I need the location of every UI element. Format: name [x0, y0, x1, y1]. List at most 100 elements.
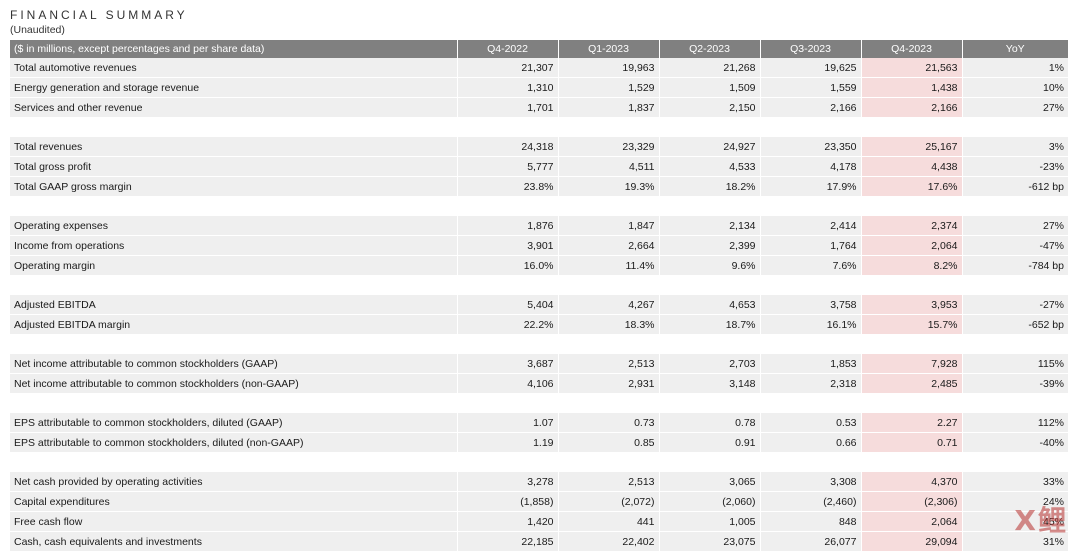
- value-cell: 18.2%: [659, 176, 761, 197]
- value-cell: 3,065: [659, 472, 761, 492]
- row-label: Energy generation and storage revenue: [10, 77, 458, 98]
- page-subtitle: (Unaudited): [10, 24, 65, 36]
- value-cell: 2,399: [659, 235, 761, 256]
- yoy-cell: -27%: [962, 295, 1068, 315]
- yoy-cell: 1%: [962, 58, 1068, 78]
- financial-summary-table: ($ in millions, except percentages and p…: [10, 40, 1068, 552]
- spacer-row: [10, 393, 1068, 413]
- value-cell: 4,533: [659, 156, 761, 177]
- value-cell: 22,185: [457, 531, 559, 552]
- table-row: Net income attributable to common stockh…: [10, 354, 1068, 374]
- table-row: EPS attributable to common stockholders,…: [10, 413, 1068, 433]
- value-cell: 441: [558, 511, 660, 532]
- value-cell: 2,166: [861, 97, 963, 118]
- row-label: Operating margin: [10, 255, 458, 276]
- value-cell: 19,963: [558, 58, 660, 78]
- table-row: Net cash provided by operating activitie…: [10, 472, 1068, 492]
- table-row: Cash, cash equivalents and investments 22…: [10, 531, 1068, 552]
- row-label: Total automotive revenues: [10, 58, 458, 78]
- value-cell: 0.91: [659, 432, 761, 453]
- table-row: EPS attributable to common stockholders,…: [10, 432, 1068, 453]
- row-label: Net cash provided by operating activitie…: [10, 472, 458, 492]
- row-label: Total gross profit: [10, 156, 458, 177]
- value-cell: 23,350: [760, 137, 862, 157]
- value-cell: 2,664: [558, 235, 660, 256]
- header-q2-2023: Q2-2023: [659, 40, 761, 58]
- value-cell: 4,178: [760, 156, 862, 177]
- row-label: Adjusted EBITDA: [10, 295, 458, 315]
- value-cell: 3,901: [457, 235, 559, 256]
- value-cell: 15.7%: [861, 314, 963, 335]
- header-q3-2023: Q3-2023: [760, 40, 862, 58]
- table-row: Adjusted EBITDA margin 22.2% 18.3% 18.7% 16.…: [10, 314, 1068, 335]
- spacer-cell: [10, 117, 1068, 137]
- value-cell: 2,513: [558, 354, 660, 374]
- value-cell: 3,758: [760, 295, 862, 315]
- value-cell: 3,687: [457, 354, 559, 374]
- value-cell: 23.8%: [457, 176, 559, 197]
- value-cell: 1,310: [457, 77, 559, 98]
- value-cell: 4,370: [861, 472, 963, 492]
- row-label: Net income attributable to common stockh…: [10, 373, 458, 394]
- yoy-cell: -612 bp: [962, 176, 1068, 197]
- value-cell: 23,075: [659, 531, 761, 552]
- value-cell: 1,853: [760, 354, 862, 374]
- value-cell: 16.0%: [457, 255, 559, 276]
- value-cell: 2,166: [760, 97, 862, 118]
- header-q4-2023: Q4-2023: [861, 40, 963, 58]
- yoy-cell: -47%: [962, 235, 1068, 256]
- yoy-cell: -40%: [962, 432, 1068, 453]
- row-label: Adjusted EBITDA margin: [10, 314, 458, 335]
- value-cell: 11.4%: [558, 255, 660, 276]
- value-cell: 2,703: [659, 354, 761, 374]
- value-cell: 0.71: [861, 432, 963, 453]
- value-cell: 2,064: [861, 511, 963, 532]
- table-header-row: ($ in millions, except percentages and p…: [10, 40, 1068, 58]
- value-cell: 22.2%: [457, 314, 559, 335]
- value-cell: 21,268: [659, 58, 761, 78]
- value-cell: 7,928: [861, 354, 963, 374]
- value-cell: 4,267: [558, 295, 660, 315]
- value-cell: (2,072): [558, 491, 660, 512]
- yoy-cell: -784 bp: [962, 255, 1068, 276]
- value-cell: 1.19: [457, 432, 559, 453]
- value-cell: 16.1%: [760, 314, 862, 335]
- table-row: Net income attributable to common stockh…: [10, 373, 1068, 394]
- value-cell: 2,931: [558, 373, 660, 394]
- value-cell: 17.9%: [760, 176, 862, 197]
- header-q4-2022: Q4-2022: [457, 40, 559, 58]
- value-cell: 0.78: [659, 413, 761, 433]
- header-label: ($ in millions, except percentages and p…: [10, 40, 458, 58]
- yoy-cell: -39%: [962, 373, 1068, 394]
- yoy-cell: -23%: [962, 156, 1068, 177]
- table-row: Services and other revenue 1,701 1,837 2,15…: [10, 97, 1068, 118]
- row-label: Operating expenses: [10, 216, 458, 236]
- value-cell: 9.6%: [659, 255, 761, 276]
- yoy-cell: 3%: [962, 137, 1068, 157]
- value-cell: 8.2%: [861, 255, 963, 276]
- table-row: Adjusted EBITDA 5,404 4,267 4,653 3,758 3,953…: [10, 295, 1068, 315]
- value-cell: 22,402: [558, 531, 660, 552]
- value-cell: 4,653: [659, 295, 761, 315]
- value-cell: (2,460): [760, 491, 862, 512]
- value-cell: 2,374: [861, 216, 963, 236]
- spacer-row: [10, 196, 1068, 216]
- row-label: Total revenues: [10, 137, 458, 157]
- table-body: Total automotive revenues 21,307 19,963 21,…: [10, 58, 1068, 552]
- table-row: Total revenues 24,318 23,329 24,927 23,350 25…: [10, 137, 1068, 157]
- value-cell: 0.85: [558, 432, 660, 453]
- value-cell: 18.3%: [558, 314, 660, 335]
- value-cell: 1,764: [760, 235, 862, 256]
- page-title: FINANCIAL SUMMARY: [10, 8, 188, 22]
- value-cell: 19,625: [760, 58, 862, 78]
- row-label: EPS attributable to common stockholders,…: [10, 432, 458, 453]
- row-label: EPS attributable to common stockholders,…: [10, 413, 458, 433]
- row-label: Cash, cash equivalents and investments: [10, 531, 458, 552]
- spacer-cell: [10, 275, 1068, 295]
- value-cell: 2,134: [659, 216, 761, 236]
- spacer-cell: [10, 393, 1068, 413]
- row-label: Net income attributable to common stockh…: [10, 354, 458, 374]
- value-cell: 848: [760, 511, 862, 532]
- value-cell: 18.7%: [659, 314, 761, 335]
- value-cell: 19.3%: [558, 176, 660, 197]
